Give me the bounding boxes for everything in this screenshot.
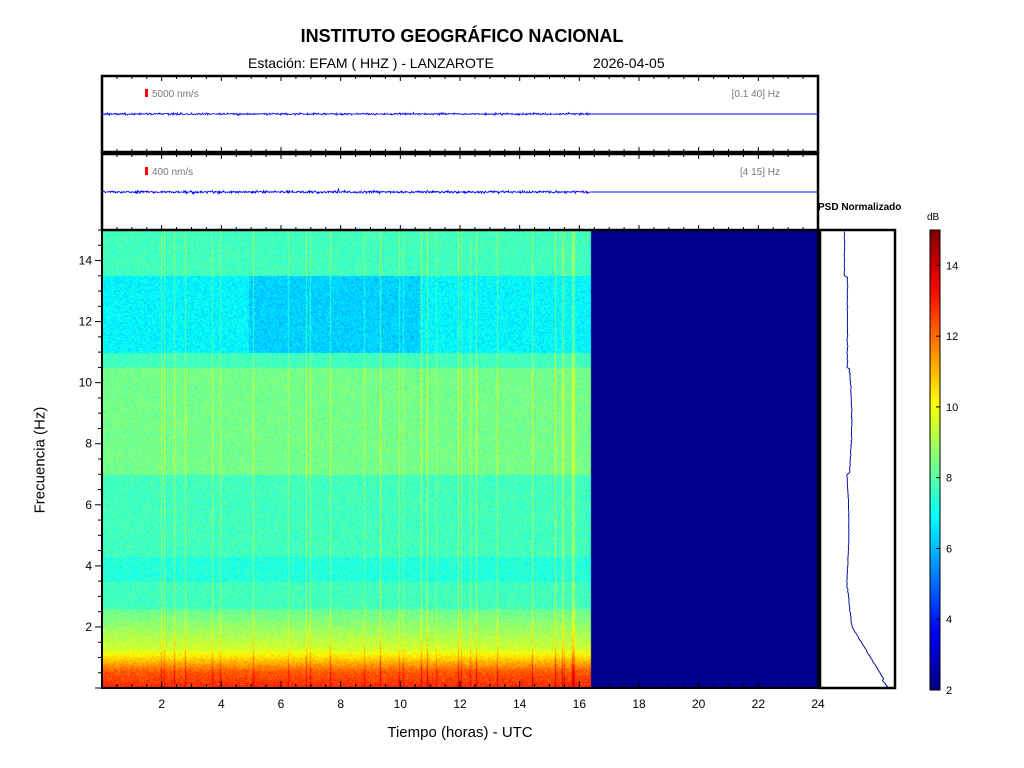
x-tick-label: 10 xyxy=(394,697,408,711)
x-tick-label: 8 xyxy=(337,697,344,711)
colorbar-tick-label: 2 xyxy=(946,685,952,697)
y-tick-label: 12 xyxy=(79,315,93,329)
y-tick-label: 14 xyxy=(79,254,93,268)
seismogram-scale-label-1: 5000 nm/s xyxy=(152,89,199,100)
colorbar-gradient xyxy=(930,230,940,690)
x-tick-label: 14 xyxy=(513,697,527,711)
seismogram-scale-bar-2 xyxy=(145,167,148,175)
x-tick-label: 18 xyxy=(632,697,646,711)
y-tick-label: 10 xyxy=(79,376,93,390)
y-tick-label: 8 xyxy=(85,437,92,451)
colorbar-tick-label: 6 xyxy=(946,543,952,555)
spectrogram-frame xyxy=(101,229,819,689)
x-tick-label: 24 xyxy=(811,697,825,711)
x-tick-label: 22 xyxy=(752,697,766,711)
colorbar-tick-label: 10 xyxy=(946,402,958,414)
y-tick-label: 4 xyxy=(85,559,92,573)
colorbar-unit: dB xyxy=(927,212,940,223)
x-axis-label: Tiempo (horas) - UTC xyxy=(387,724,533,741)
y-axis-label: Frecuencia (Hz) xyxy=(31,406,49,514)
colorbar-tick-label: 4 xyxy=(946,614,952,626)
seismogram-band-label-1: [0.1 40] Hz xyxy=(732,89,780,100)
seismogram-trace-2 xyxy=(101,188,592,196)
seismogram-band-label-2: [4 15] Hz xyxy=(740,167,780,178)
psd-curve xyxy=(843,231,889,689)
psd-title: PSD Normalizado xyxy=(818,202,902,213)
station-label: Estación: EFAM ( HHZ ) - LANZAROTE xyxy=(248,55,494,71)
seismogram-scale-label-2: 400 nm/s xyxy=(152,167,193,178)
colorbar-tick-label: 12 xyxy=(946,331,958,343)
seismogram-scale-bar-1 xyxy=(145,89,148,97)
psd-frame xyxy=(818,228,897,690)
colorbar-frame xyxy=(929,229,941,691)
x-tick-label: 6 xyxy=(278,697,285,711)
x-tick-label: 16 xyxy=(573,697,587,711)
colorbar-tick-label: 14 xyxy=(946,260,958,272)
x-tick-label: 20 xyxy=(692,697,706,711)
y-tick-label: 6 xyxy=(85,498,92,512)
x-tick-label: 4 xyxy=(218,697,225,711)
colorbar-tick-label: 8 xyxy=(946,473,952,485)
spectrogram-heatmap xyxy=(102,230,818,688)
seismogram-trace-1 xyxy=(101,111,592,117)
x-tick-label: 2 xyxy=(158,697,165,711)
date-label: 2026-04-05 xyxy=(593,55,665,71)
y-tick-label: 2 xyxy=(85,620,92,634)
x-tick-label: 12 xyxy=(453,697,467,711)
page-title: INSTITUTO GEOGRÁFICO NACIONAL xyxy=(300,26,624,46)
